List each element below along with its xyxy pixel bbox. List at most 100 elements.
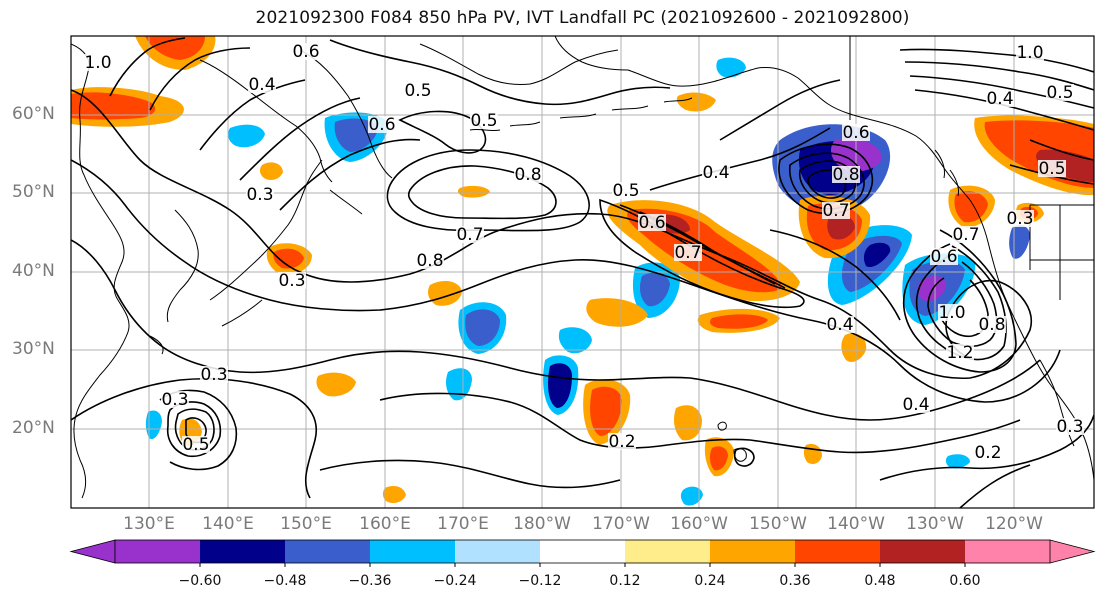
contour-label: 0.2 — [608, 432, 635, 452]
colorbar-segment — [285, 540, 371, 563]
contour-line — [149, 47, 251, 111]
contour-labels: 0.61.00.4 0.50.6 0.50.80.30.30.80.70.50.60… — [84, 42, 1084, 463]
positive-anomaly-aleutian — [676, 92, 716, 112]
contour-label: 0.3 — [1006, 209, 1033, 229]
colorbar-segment — [795, 540, 881, 563]
positive-anomaly-south-central — [586, 298, 648, 327]
longitude-label: 150°E — [280, 514, 332, 534]
longitude-label: 160°E — [359, 514, 411, 534]
contour-line — [159, 389, 238, 471]
contour-label-background — [1056, 418, 1084, 435]
map-area: 0.61.00.4 0.50.6 0.50.80.30.30.80.70.50.60… — [71, 36, 1094, 508]
negative-anomaly-kamchatka-core — [334, 118, 378, 152]
contour-label-background — [1046, 84, 1074, 101]
contour-line — [407, 165, 557, 220]
negative-anomaly-sw — [145, 410, 162, 440]
contour-label: 0.4 — [248, 75, 275, 95]
positive-anomaly-north-central-2 — [457, 185, 490, 198]
contour-label: 0.5 — [182, 435, 209, 455]
colorbar-segment — [880, 540, 966, 563]
contour-line — [71, 377, 317, 499]
contour-label: 0.7 — [822, 201, 849, 221]
coast-asia — [71, 43, 130, 499]
longitude-label: 160°W — [670, 514, 728, 534]
contour-label-background — [416, 252, 444, 269]
contour-label: 0.5 — [404, 81, 431, 101]
contour-label-background — [974, 444, 1002, 461]
figure-title: 2021092300 F084 850 hPa PV, IVT Landfall… — [255, 8, 910, 28]
contour-line — [789, 152, 865, 210]
longitude-label: 150°W — [749, 514, 807, 534]
coast-kurils — [329, 189, 363, 215]
state-borders — [849, 36, 1094, 300]
longitude-label: 120°W — [985, 514, 1043, 534]
contour-line — [649, 127, 831, 191]
latitude-label: 40°N — [12, 261, 55, 281]
contour-line — [239, 97, 361, 181]
colorbar-segment — [965, 540, 1051, 563]
colorbar-segment — [710, 540, 796, 563]
colorbar-tick-label: 0.12 — [609, 573, 641, 589]
contour-label: 0.5 — [612, 181, 639, 201]
contour-label: 0.4 — [902, 395, 929, 415]
contour-label: 0.4 — [826, 315, 853, 335]
colorbar-tick-label: 0.48 — [864, 573, 896, 589]
negative-anomaly-subtropical-core — [548, 363, 572, 408]
graticule — [71, 36, 1094, 508]
contour-label: 1.0 — [84, 53, 111, 73]
contour-line — [199, 79, 306, 151]
contour-line — [319, 459, 621, 489]
positive-anomaly-bc-core — [954, 191, 988, 223]
contour-label: 0.6 — [368, 115, 395, 135]
contour-label: 0.3 — [161, 390, 188, 410]
contour-line — [379, 392, 1021, 454]
positive-anomaly-sw-bottom — [382, 486, 406, 503]
contour-label: 0.3 — [278, 271, 305, 291]
colorbar-tick-label: −0.12 — [518, 573, 562, 589]
colorbar-extend-min — [69, 539, 116, 564]
contour-line — [329, 39, 671, 106]
colorbar-extend-max — [1049, 539, 1096, 564]
pv-contours — [71, 37, 1094, 508]
positive-anomaly-east-mid-core — [710, 314, 768, 329]
positive-anomaly-subtrop-east — [841, 333, 867, 362]
contour-label-background — [902, 396, 930, 413]
contour-label-background — [200, 366, 228, 383]
contour-label-background — [161, 391, 189, 408]
contour-label-background — [368, 116, 396, 133]
positive-anomaly-subtrop-mid-core — [590, 386, 622, 436]
contour-line — [386, 149, 590, 232]
contour-line — [904, 61, 1094, 91]
positive-anomaly-gulf-south-peak — [827, 214, 855, 240]
contour-label-background — [938, 304, 966, 321]
positive-anomaly-philippine — [316, 372, 356, 397]
contour-label: 0.6 — [638, 213, 665, 233]
colorbar-tick-label: −0.48 — [263, 573, 307, 589]
contour-label: 0.8 — [832, 165, 859, 185]
map-frame — [70, 35, 1095, 509]
coastlines — [71, 36, 1094, 499]
coast-japan — [149, 159, 323, 355]
positive-anomaly-japan-east-core — [273, 248, 304, 269]
positive-anomaly-japan-north-core — [71, 92, 156, 120]
contour-label-background — [930, 248, 958, 265]
positive-anomaly-nw-coast — [259, 162, 283, 180]
colorbar — [69, 539, 1096, 567]
contour-label-background — [978, 316, 1006, 333]
contour-label-background — [826, 316, 854, 333]
contour-label: 0.8 — [514, 165, 541, 185]
contour-label-background — [1016, 44, 1044, 61]
positive-anomaly-nw-top-core — [145, 36, 205, 60]
contour-label-background — [404, 82, 432, 99]
contour-label-background — [182, 436, 210, 453]
negative-anomaly-hawaii — [446, 368, 472, 401]
contour-line — [719, 79, 841, 141]
contour-line — [798, 160, 857, 204]
contour-label: 0.8 — [978, 315, 1005, 335]
contour-line — [279, 138, 421, 211]
contour-label-background — [702, 164, 730, 181]
contour-line — [914, 89, 1094, 131]
contour-line — [71, 239, 1041, 421]
